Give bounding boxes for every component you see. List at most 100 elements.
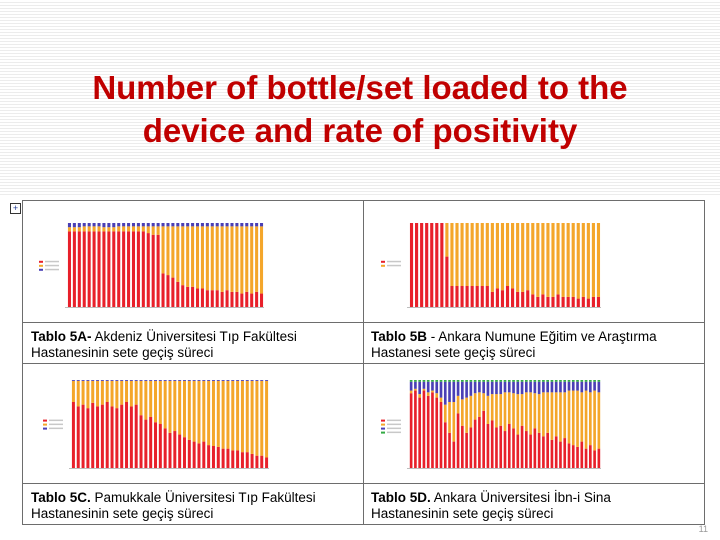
- bar-segment-other: [435, 381, 439, 394]
- bar-segment-set: [154, 380, 158, 423]
- chart-5c: [43, 380, 269, 469]
- bar-segment-other: [597, 381, 601, 393]
- bar-segment-set: [96, 380, 100, 407]
- bar-segment-other: [136, 223, 140, 227]
- bar-segment-positive: [96, 406, 100, 468]
- bar-segment-other: [97, 223, 101, 227]
- bar-segment-positive: [512, 428, 515, 468]
- bar-segment-positive: [71, 402, 75, 468]
- bar-segment-set: [97, 226, 101, 232]
- bar-segment-positive: [581, 296, 585, 307]
- bar-segment-positive: [100, 404, 104, 468]
- bar-segment-positive: [443, 422, 447, 468]
- bar-segment-other: [422, 381, 426, 389]
- caption-5a: Tablo 5A- Akdeniz Üniversitesi Tıp Fakül…: [31, 329, 297, 361]
- bar-segment-positive: [500, 290, 505, 307]
- bar-segment-set: [546, 392, 549, 433]
- bar-segment-positive: [576, 298, 580, 307]
- bar-segment-set: [161, 226, 165, 274]
- bar-segment-positive: [173, 431, 177, 468]
- bar-segment-set: [226, 380, 230, 449]
- bar-segment-positive: [591, 296, 595, 307]
- bar-segment-set: [460, 223, 464, 286]
- bar-segment-set: [240, 226, 244, 294]
- bar-segment-green: [418, 380, 421, 382]
- bar-segment-set: [82, 226, 86, 232]
- bar-segment-set: [67, 227, 71, 232]
- bar-segment-set: [100, 380, 104, 405]
- bar-segment-positive: [531, 294, 535, 307]
- bar-segment-set: [81, 380, 85, 405]
- bar-segment-other: [567, 381, 571, 391]
- bar-segment-set: [586, 223, 590, 299]
- bar-segment-positive: [499, 425, 503, 468]
- bar-segment-set: [220, 226, 224, 292]
- table-divider: [23, 483, 704, 484]
- bar-segment-set: [151, 226, 155, 235]
- legend-label: [49, 423, 63, 426]
- bar-segment-set: [115, 380, 119, 409]
- bar-segment-set: [533, 393, 537, 429]
- bar-segment-set: [495, 223, 499, 289]
- bar-segment-set: [542, 392, 545, 437]
- bar-segment-green: [584, 380, 588, 382]
- bar-segment-positive: [475, 286, 479, 307]
- bar-segment-positive: [450, 286, 454, 307]
- bar-segment-set: [418, 394, 421, 398]
- bar-segment-positive: [495, 427, 498, 468]
- bar-segment-set: [435, 393, 439, 398]
- bar-segment-green: [426, 380, 430, 382]
- expand-icon[interactable]: +: [10, 203, 21, 214]
- bar-segment-set: [431, 390, 434, 393]
- bar-segment-other: [122, 223, 126, 227]
- bar-segment-positive: [525, 431, 528, 468]
- bar-segment-positive: [414, 390, 417, 468]
- bar-segment-positive: [566, 296, 570, 307]
- bar-segment-positive: [511, 288, 515, 307]
- bar-segment-other: [149, 380, 153, 381]
- bar-segment-green: [490, 380, 494, 382]
- bar-segment-green: [533, 380, 537, 382]
- bar-segment-set: [149, 380, 153, 417]
- bar-segment-other: [559, 381, 562, 393]
- bar-segment-set: [561, 223, 565, 297]
- bar-segment-other: [77, 223, 81, 228]
- bar-segment-set: [92, 226, 96, 232]
- bar-segment-set: [576, 390, 579, 447]
- bar-segment-set: [86, 380, 90, 409]
- bar-segment-set: [139, 380, 143, 416]
- bar-segment-set: [156, 226, 160, 235]
- bar-segment-other: [163, 380, 167, 381]
- bar-segment-other: [225, 223, 229, 227]
- bar-segment-set: [482, 393, 485, 411]
- slide-title: Number of bottle/set loaded to the devic…: [0, 66, 720, 152]
- bar-segment-positive: [586, 298, 590, 307]
- bar-segment-positive: [110, 406, 114, 468]
- bar-segment-other: [176, 223, 180, 227]
- bar-segment-set: [546, 223, 550, 297]
- bar-segment-positive: [533, 428, 537, 468]
- bar-segment-set: [105, 380, 109, 402]
- bar-segment-green: [469, 380, 473, 382]
- bar-segment-positive: [192, 441, 196, 468]
- bar-segment-set: [516, 394, 520, 435]
- bar-segment-set: [470, 223, 474, 286]
- bar-segment-positive: [529, 434, 532, 468]
- bar-segment-positive: [236, 450, 240, 468]
- bar-segment-other: [141, 223, 145, 227]
- bar-segment-set: [584, 390, 588, 449]
- bar-segment-positive: [422, 390, 426, 468]
- bar-segment-other: [210, 223, 214, 227]
- bar-segment-other: [236, 380, 240, 381]
- bar-segment-green: [542, 380, 545, 382]
- bar-segment-positive: [86, 408, 90, 468]
- bar-segment-green: [495, 380, 498, 382]
- bar-segment-positive: [571, 445, 575, 468]
- caption-5c-line2: Hastanesinin sete geçiş süreci: [31, 506, 214, 521]
- bar-segment-positive: [81, 404, 85, 468]
- bar-segment-set: [158, 380, 162, 424]
- bar-segment-positive: [230, 291, 234, 307]
- bar-segment-other: [134, 380, 138, 381]
- bar-segment-positive: [156, 234, 160, 307]
- bar-segment-set: [211, 380, 215, 446]
